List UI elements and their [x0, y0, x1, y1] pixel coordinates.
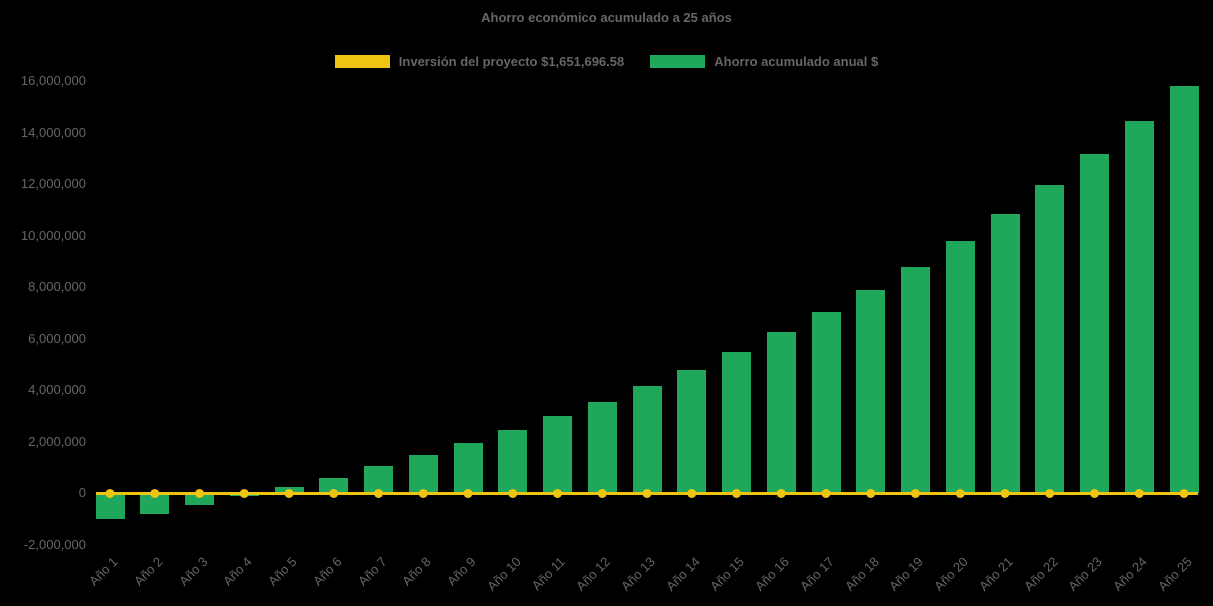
bar-año-3 — [185, 493, 214, 506]
bar-año-22 — [1035, 185, 1065, 494]
x-axis-label: Año 14 — [662, 554, 703, 594]
x-axis-label: Año 22 — [1020, 554, 1061, 594]
bar-año-9 — [453, 443, 483, 494]
y-axis-tick-label: 2,000,000 — [28, 433, 86, 449]
legend: Inversión del proyecto $1,651,696.58 Aho… — [0, 54, 1213, 69]
x-axis-label: Año 23 — [1065, 554, 1106, 594]
bar-año-4 — [229, 493, 259, 496]
x-axis-label: Año 24 — [1110, 554, 1150, 594]
legend-item-investment: Inversión del proyecto $1,651,696.58 — [334, 54, 625, 69]
bar-año-19 — [901, 266, 930, 494]
savings-legend-label: Ahorro acumulado anual $ — [714, 54, 879, 69]
x-axis-label: Año 10 — [483, 554, 524, 594]
y-axis-tick-label: 14,000,000 — [20, 124, 86, 140]
x-axis-label: Año 13 — [617, 554, 658, 594]
x-axis-label: Año 15 — [707, 554, 748, 594]
savings-legend-swatch — [650, 55, 706, 68]
bar-año-12 — [587, 401, 617, 494]
bar-año-2 — [140, 493, 170, 515]
x-axis-label: Año 6 — [309, 554, 345, 589]
x-axis-label: Año 17 — [796, 554, 837, 594]
x-axis-label: Año 9 — [443, 554, 479, 589]
bar-año-15 — [722, 351, 751, 494]
x-axis-label: Año 4 — [220, 554, 255, 589]
bar-año-5 — [274, 487, 304, 494]
bar-año-25 — [1169, 86, 1199, 494]
bar-año-10 — [498, 430, 528, 494]
bar-año-14 — [677, 369, 707, 494]
x-axis-label: Año 2 — [130, 554, 166, 589]
bar-año-8 — [408, 454, 438, 494]
bar-año-24 — [1124, 120, 1154, 494]
y-axis-tick-label: 0 — [78, 485, 86, 501]
y-axis-tick-label: 8,000,000 — [28, 279, 86, 295]
y-axis-tick-label: 16,000,000 — [20, 73, 86, 88]
bar-año-7 — [364, 466, 393, 494]
y-axis-tick-label: 6,000,000 — [28, 330, 86, 346]
bar-año-21 — [990, 213, 1020, 494]
x-axis-label: Año 5 — [264, 554, 300, 589]
x-axis-label: Año 25 — [1154, 554, 1195, 594]
chart-title: Ahorro económico acumulado a 25 años — [481, 10, 732, 25]
x-axis-label: Año 11 — [529, 554, 569, 594]
investment-legend-swatch — [334, 55, 390, 68]
bar-año-20 — [945, 240, 975, 494]
x-axis-label: Año 16 — [752, 554, 792, 594]
investment-legend-label: Inversión del proyecto $1,651,696.58 — [398, 54, 625, 69]
bar-año-18 — [856, 289, 886, 494]
x-axis-label: Año 21 — [975, 554, 1016, 594]
legend-item-savings: Ahorro acumulado anual $ — [650, 54, 878, 69]
bar-año-23 — [1080, 154, 1109, 494]
x-axis-label: Año 12 — [573, 554, 613, 594]
x-axis-label: Año 19 — [886, 554, 927, 594]
bar-año-1 — [95, 493, 125, 520]
x-axis-label: Año 20 — [931, 554, 971, 594]
y-axis-tick-label: 4,000,000 — [28, 382, 86, 398]
x-axis-label: Año 8 — [399, 554, 434, 589]
y-axis-tick-label: 10,000,000 — [20, 227, 86, 243]
bar-año-11 — [543, 416, 572, 494]
y-axis-tick-label: -2,000,000 — [23, 537, 86, 552]
y-axis-tick-label: 12,000,000 — [20, 176, 86, 192]
x-axis-label: Año 7 — [354, 554, 390, 589]
bar-año-17 — [811, 311, 841, 494]
x-axis-label: Año 18 — [841, 554, 882, 594]
x-axis-label: Año 3 — [175, 554, 211, 589]
bar-año-13 — [632, 386, 662, 494]
x-axis-label: Año 1 — [85, 554, 121, 589]
bar-año-6 — [319, 477, 349, 494]
bar-año-16 — [766, 332, 796, 494]
